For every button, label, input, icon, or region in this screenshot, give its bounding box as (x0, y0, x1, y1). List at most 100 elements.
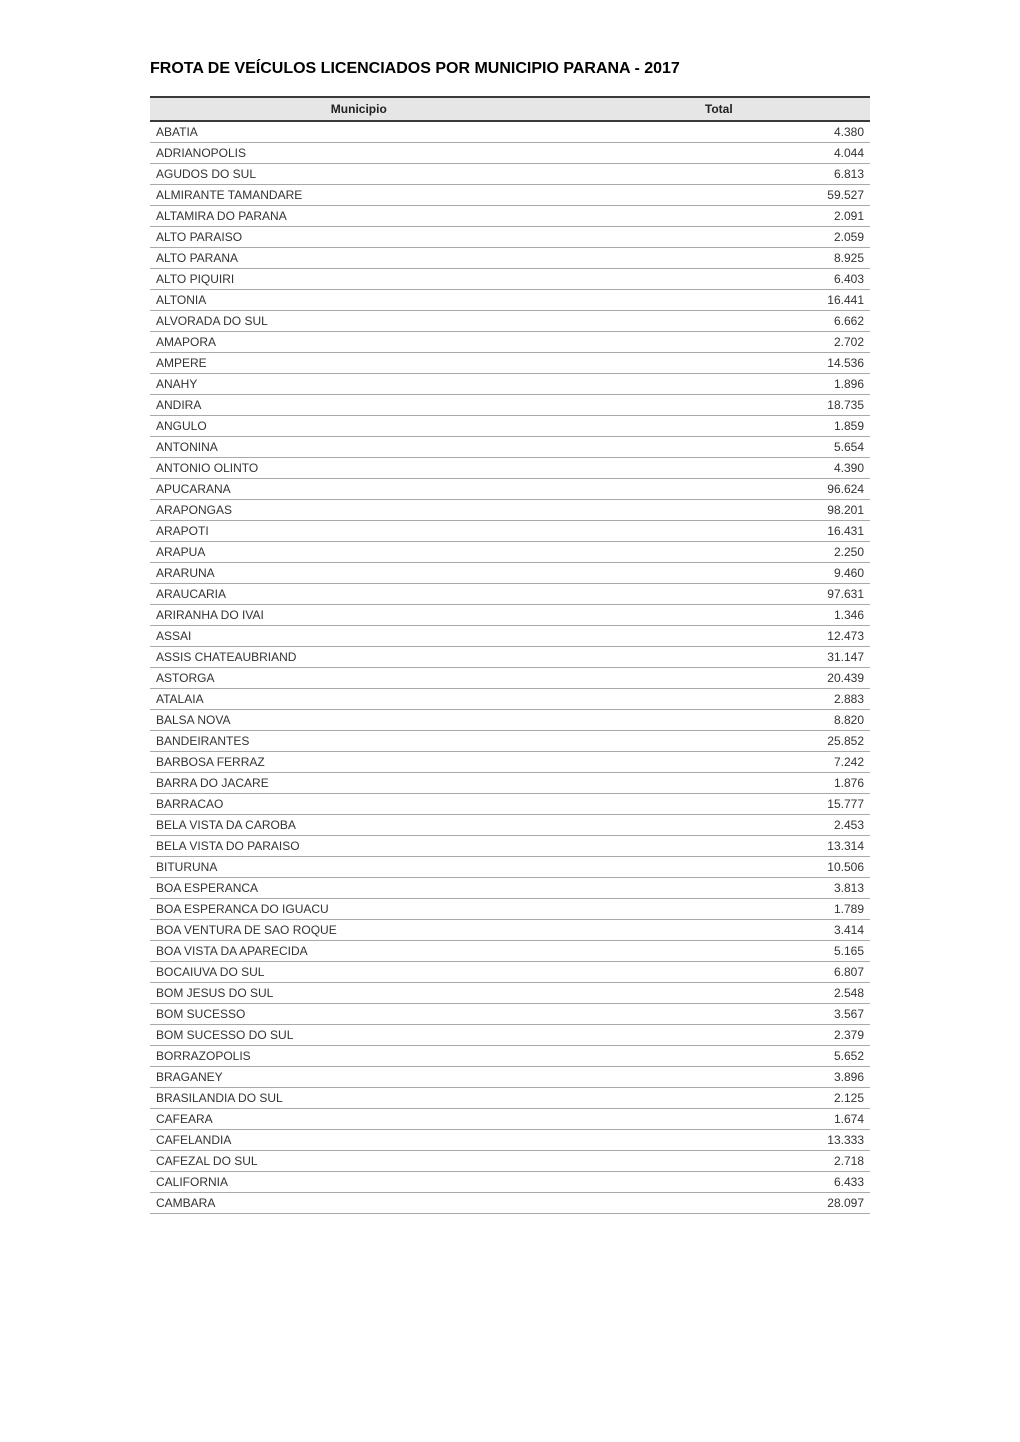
col-header-total: Total (568, 97, 870, 121)
cell-municipio: ASTORGA (150, 668, 568, 689)
cell-total: 2.702 (568, 332, 870, 353)
cell-total: 5.654 (568, 437, 870, 458)
cell-municipio: CALIFORNIA (150, 1172, 568, 1193)
cell-total: 3.414 (568, 920, 870, 941)
cell-total: 96.624 (568, 479, 870, 500)
table-row: BELA VISTA DA CAROBA2.453 (150, 815, 870, 836)
table-row: ALMIRANTE TAMANDARE59.527 (150, 185, 870, 206)
cell-municipio: AMPERE (150, 353, 568, 374)
cell-total: 6.807 (568, 962, 870, 983)
table-row: ALTAMIRA DO PARANA2.091 (150, 206, 870, 227)
vehicle-fleet-table: Municipio Total ABATIA4.380ADRIANOPOLIS4… (150, 96, 870, 1214)
cell-municipio: ARAPUA (150, 542, 568, 563)
table-row: ADRIANOPOLIS4.044 (150, 143, 870, 164)
cell-municipio: ABATIA (150, 121, 568, 143)
cell-municipio: ANGULO (150, 416, 568, 437)
cell-total: 2.718 (568, 1151, 870, 1172)
table-row: AMPERE14.536 (150, 353, 870, 374)
table-row: BARRACAO15.777 (150, 794, 870, 815)
cell-municipio: BORRAZOPOLIS (150, 1046, 568, 1067)
cell-total: 6.813 (568, 164, 870, 185)
table-row: BOM JESUS DO SUL2.548 (150, 983, 870, 1004)
table-row: ASTORGA20.439 (150, 668, 870, 689)
table-row: CAFEZAL DO SUL2.718 (150, 1151, 870, 1172)
cell-total: 3.896 (568, 1067, 870, 1088)
cell-municipio: BARRACAO (150, 794, 568, 815)
cell-total: 3.813 (568, 878, 870, 899)
table-row: ASSIS CHATEAUBRIAND31.147 (150, 647, 870, 668)
table-row: ANAHY1.896 (150, 374, 870, 395)
cell-municipio: AMAPORA (150, 332, 568, 353)
cell-total: 2.125 (568, 1088, 870, 1109)
table-row: BORRAZOPOLIS5.652 (150, 1046, 870, 1067)
cell-total: 1.876 (568, 773, 870, 794)
table-row: ANTONIO OLINTO4.390 (150, 458, 870, 479)
cell-total: 4.390 (568, 458, 870, 479)
cell-total: 1.896 (568, 374, 870, 395)
table-row: BITURUNA10.506 (150, 857, 870, 878)
table-row: ARAPOTI16.431 (150, 521, 870, 542)
table-row: BRAGANEY3.896 (150, 1067, 870, 1088)
cell-municipio: BELA VISTA DO PARAISO (150, 836, 568, 857)
table-row: ABATIA4.380 (150, 121, 870, 143)
cell-municipio: ALTO PARAISO (150, 227, 568, 248)
table-row: BANDEIRANTES25.852 (150, 731, 870, 752)
cell-municipio: BARRA DO JACARE (150, 773, 568, 794)
cell-total: 13.333 (568, 1130, 870, 1151)
table-row: BOCAIUVA DO SUL6.807 (150, 962, 870, 983)
cell-municipio: ANTONIO OLINTO (150, 458, 568, 479)
cell-municipio: CAFEARA (150, 1109, 568, 1130)
cell-total: 2.250 (568, 542, 870, 563)
col-header-municipio: Municipio (150, 97, 568, 121)
cell-municipio: ARAPOTI (150, 521, 568, 542)
table-row: ANDIRA18.735 (150, 395, 870, 416)
table-header-row: Municipio Total (150, 97, 870, 121)
cell-municipio: ARAPONGAS (150, 500, 568, 521)
cell-municipio: ALTAMIRA DO PARANA (150, 206, 568, 227)
cell-municipio: CAFEZAL DO SUL (150, 1151, 568, 1172)
cell-municipio: ALTO PARANA (150, 248, 568, 269)
table-row: ALTO PIQUIRI6.403 (150, 269, 870, 290)
cell-total: 2.453 (568, 815, 870, 836)
cell-municipio: ALTONIA (150, 290, 568, 311)
cell-municipio: ALTO PIQUIRI (150, 269, 568, 290)
cell-total: 2.379 (568, 1025, 870, 1046)
table-row: ALTO PARANA8.925 (150, 248, 870, 269)
table-row: ATALAIA2.883 (150, 689, 870, 710)
page-title: FROTA DE VEÍCULOS LICENCIADOS POR MUNICI… (150, 60, 870, 78)
cell-municipio: AGUDOS DO SUL (150, 164, 568, 185)
table-row: ALTONIA16.441 (150, 290, 870, 311)
cell-total: 6.662 (568, 311, 870, 332)
cell-total: 59.527 (568, 185, 870, 206)
cell-total: 6.403 (568, 269, 870, 290)
page: FROTA DE VEÍCULOS LICENCIADOS POR MUNICI… (0, 0, 1020, 1254)
cell-municipio: ANDIRA (150, 395, 568, 416)
cell-municipio: BOM JESUS DO SUL (150, 983, 568, 1004)
cell-municipio: BRASILANDIA DO SUL (150, 1088, 568, 1109)
table-row: ALTO PARAISO2.059 (150, 227, 870, 248)
cell-municipio: BOA VENTURA DE SAO ROQUE (150, 920, 568, 941)
cell-total: 2.548 (568, 983, 870, 1004)
table-row: BARRA DO JACARE1.876 (150, 773, 870, 794)
cell-total: 31.147 (568, 647, 870, 668)
cell-municipio: ASSIS CHATEAUBRIAND (150, 647, 568, 668)
table-row: AMAPORA2.702 (150, 332, 870, 353)
cell-total: 1.674 (568, 1109, 870, 1130)
cell-municipio: ALMIRANTE TAMANDARE (150, 185, 568, 206)
cell-municipio: BELA VISTA DA CAROBA (150, 815, 568, 836)
cell-total: 20.439 (568, 668, 870, 689)
cell-total: 1.859 (568, 416, 870, 437)
cell-total: 28.097 (568, 1193, 870, 1214)
cell-total: 5.652 (568, 1046, 870, 1067)
cell-total: 8.820 (568, 710, 870, 731)
cell-municipio: BRAGANEY (150, 1067, 568, 1088)
table-row: BOA VENTURA DE SAO ROQUE3.414 (150, 920, 870, 941)
table-row: ARAPONGAS98.201 (150, 500, 870, 521)
cell-total: 2.091 (568, 206, 870, 227)
cell-total: 98.201 (568, 500, 870, 521)
table-row: CAFELANDIA13.333 (150, 1130, 870, 1151)
cell-total: 10.506 (568, 857, 870, 878)
table-row: ARAPUA2.250 (150, 542, 870, 563)
cell-municipio: ANTONINA (150, 437, 568, 458)
table-row: ARAUCARIA97.631 (150, 584, 870, 605)
